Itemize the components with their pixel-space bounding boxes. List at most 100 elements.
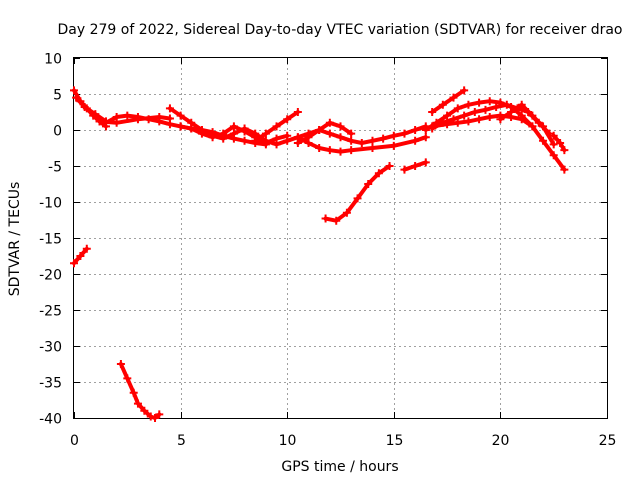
data-point [293, 108, 302, 116]
series-line [430, 88, 467, 114]
y-tick-label: -5 [48, 160, 62, 176]
data-point [155, 113, 164, 122]
data-point [229, 122, 238, 131]
x-axis-ticks: 0 5 10 15 20 25 [70, 58, 616, 449]
data-point [517, 100, 526, 109]
data-point [219, 129, 228, 138]
x-tick-label: 20 [492, 433, 510, 449]
data-point [549, 140, 558, 149]
series-arc-17 [549, 131, 569, 155]
data-point [123, 111, 132, 120]
data-point [374, 169, 383, 178]
data-point [336, 133, 345, 142]
data-point [347, 136, 356, 145]
series-line [118, 362, 162, 420]
data-point [272, 122, 281, 131]
data-point [76, 252, 85, 260]
data-point [353, 194, 362, 203]
y-tick-label: -25 [39, 304, 62, 320]
data-point [112, 118, 121, 127]
y-tick-label: -30 [39, 340, 62, 356]
data-series-group [70, 86, 569, 422]
data-point [421, 158, 430, 167]
data-point [151, 414, 160, 422]
data-point [240, 127, 249, 136]
data-point [332, 216, 341, 225]
data-point [460, 86, 469, 95]
data-point [321, 214, 330, 223]
y-tick-label: -20 [39, 268, 62, 284]
data-point [411, 162, 420, 170]
x-tick-label: 0 [70, 433, 79, 449]
y-tick-label: -15 [39, 232, 62, 248]
y-tick-label: 0 [53, 124, 62, 140]
series-arc-7 [251, 108, 302, 145]
data-point [443, 111, 452, 120]
data-point [475, 115, 484, 124]
data-point [453, 104, 462, 113]
data-point [528, 122, 537, 131]
data-point [453, 118, 462, 127]
series-line [498, 102, 556, 147]
data-point [240, 136, 249, 145]
x-tick-label: 5 [177, 433, 186, 449]
data-point [146, 412, 155, 421]
data-point [176, 122, 185, 131]
data-point [464, 117, 473, 126]
data-point [229, 129, 238, 138]
data-point [549, 151, 558, 160]
series-line [74, 95, 108, 124]
data-point [485, 113, 494, 122]
data-point [556, 138, 565, 147]
data-point [91, 110, 100, 119]
data-point [293, 138, 302, 147]
series-line [323, 164, 392, 223]
data-point [187, 124, 196, 133]
data-point [428, 122, 437, 131]
data-point [176, 111, 185, 120]
data-point [70, 86, 78, 95]
data-point [379, 134, 388, 143]
x-tick-label: 25 [599, 433, 617, 449]
data-point [428, 108, 437, 116]
series-arc-9 [293, 118, 356, 147]
series-arc-2 [72, 93, 110, 126]
series-line [423, 99, 567, 172]
data-point [123, 374, 132, 383]
data-point [438, 100, 447, 109]
data-point [342, 208, 351, 217]
y-tick-label: -10 [39, 196, 62, 212]
y-tick-label: -35 [39, 376, 62, 392]
data-point [368, 136, 377, 145]
data-point [325, 118, 334, 127]
data-point [155, 410, 164, 419]
data-point [368, 144, 377, 152]
data-point [272, 134, 281, 143]
data-point [389, 141, 398, 150]
series-arc-10 [321, 162, 394, 225]
data-point [400, 165, 409, 174]
data-point [475, 98, 484, 107]
series-arc-19 [116, 360, 164, 422]
data-point [400, 129, 409, 138]
y-tick-label: 10 [44, 52, 62, 68]
data-point [421, 133, 430, 142]
series-arc-18 [70, 244, 91, 268]
data-point [560, 165, 569, 174]
data-point [539, 136, 548, 145]
data-point [485, 97, 494, 106]
data-point [411, 136, 420, 145]
grid-lines [74, 58, 607, 418]
y-axis-ticks: 10 5 0 -5 -10 -15 -20 -25 -30 -35 -40 [39, 52, 607, 428]
data-point [197, 129, 206, 138]
data-point [481, 105, 490, 114]
data-point [304, 133, 313, 142]
data-point [315, 126, 324, 134]
series-arc-6 [176, 122, 292, 147]
data-point [347, 129, 356, 138]
y-tick-label: -40 [39, 412, 62, 428]
chart-title: Day 279 of 2022, Sidereal Day-to-day VTE… [57, 22, 622, 38]
x-tick-label: 15 [386, 433, 404, 449]
data-point [95, 117, 104, 126]
data-point [80, 102, 89, 111]
